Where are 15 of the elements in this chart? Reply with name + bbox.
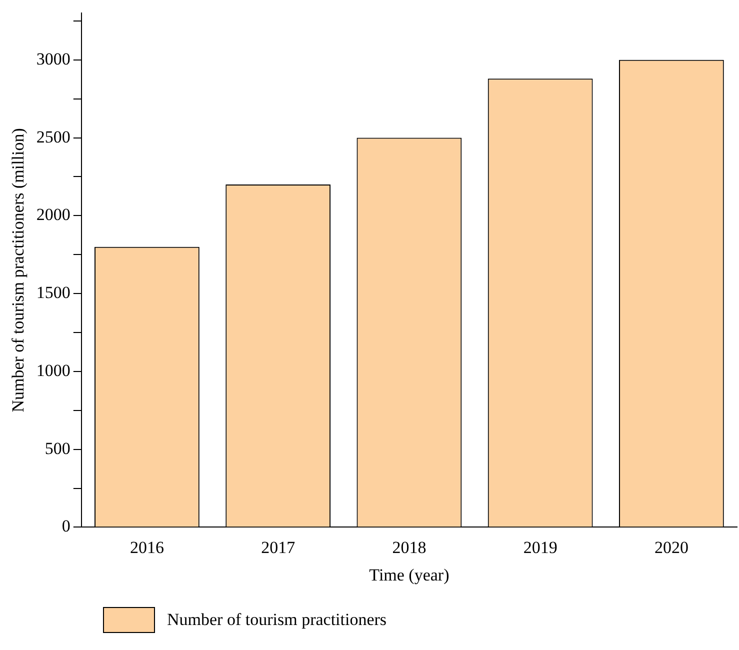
y-tick-label: 1500 xyxy=(36,283,70,302)
x-tick-label: 2017 xyxy=(261,538,296,557)
x-tick-label: 2016 xyxy=(130,538,164,557)
text: Number of tourism practitioners xyxy=(167,610,387,630)
y-tick-label: 0 xyxy=(62,516,70,536)
x-tick-label: 2019 xyxy=(523,538,558,557)
x-tick-label: 2018 xyxy=(392,538,426,557)
y-tick-label: 2000 xyxy=(36,205,70,224)
y-tick-label: 3000 xyxy=(36,49,70,68)
x-tick-label: 2020 xyxy=(654,538,688,557)
y-tick-label: 500 xyxy=(44,438,70,458)
y-axis-title: Number of tourism practitioners (million) xyxy=(8,128,28,412)
y-tick-label: 1000 xyxy=(36,360,70,380)
y-tick-label: 2500 xyxy=(36,127,70,146)
x-axis-title: Time (year) xyxy=(369,565,450,584)
